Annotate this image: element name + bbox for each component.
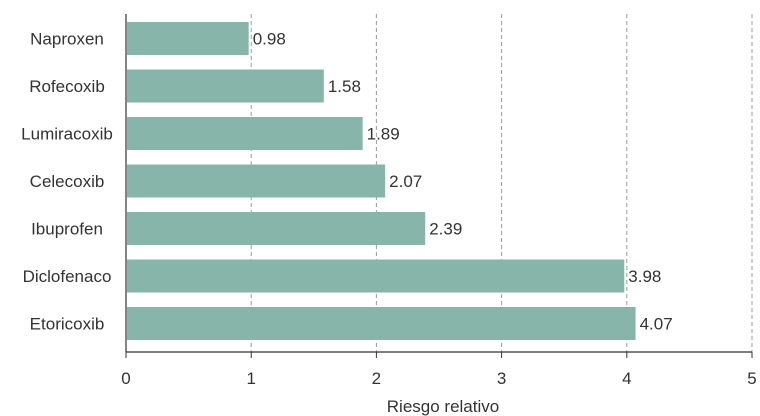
bar — [127, 307, 636, 340]
bars — [127, 22, 636, 340]
category-label: Etoricoxib — [30, 315, 105, 334]
bar — [127, 259, 625, 293]
value-label: 3.98 — [628, 267, 661, 286]
x-tick-label: 0 — [121, 369, 130, 388]
value-label: 1.58 — [328, 77, 361, 96]
bar — [127, 212, 426, 245]
x-tick-label: 4 — [622, 369, 631, 388]
bar — [127, 117, 363, 150]
x-tick-label: 2 — [372, 369, 381, 388]
gridlines — [250, 14, 753, 352]
bar — [127, 69, 324, 103]
x-tick-label: 5 — [747, 369, 756, 388]
category-label: Ibuprofen — [31, 220, 103, 239]
bar — [127, 22, 249, 55]
category-label: Celecoxib — [30, 172, 105, 191]
bar — [127, 164, 386, 198]
value-label: 0.98 — [253, 30, 286, 49]
labels: 0 1 2 3 4 5 Naproxen 0.98 Rofecoxib 1.58 Lumiracox… — [21, 30, 757, 389]
category-label: Diclofenaco — [23, 267, 112, 286]
category-label: Rofecoxib — [29, 77, 105, 96]
value-label: 2.07 — [389, 172, 422, 191]
category-label: Lumiracoxib — [21, 125, 113, 144]
value-label: 4.07 — [640, 315, 673, 334]
axes — [125, 14, 753, 358]
value-label: 2.39 — [429, 220, 462, 239]
x-tick-label: 1 — [246, 369, 255, 388]
category-label: Naproxen — [30, 30, 104, 49]
x-axis-title: Riesgo relativo — [387, 397, 499, 416]
x-tick-label: 3 — [497, 369, 506, 388]
value-label: 1.89 — [367, 125, 400, 144]
